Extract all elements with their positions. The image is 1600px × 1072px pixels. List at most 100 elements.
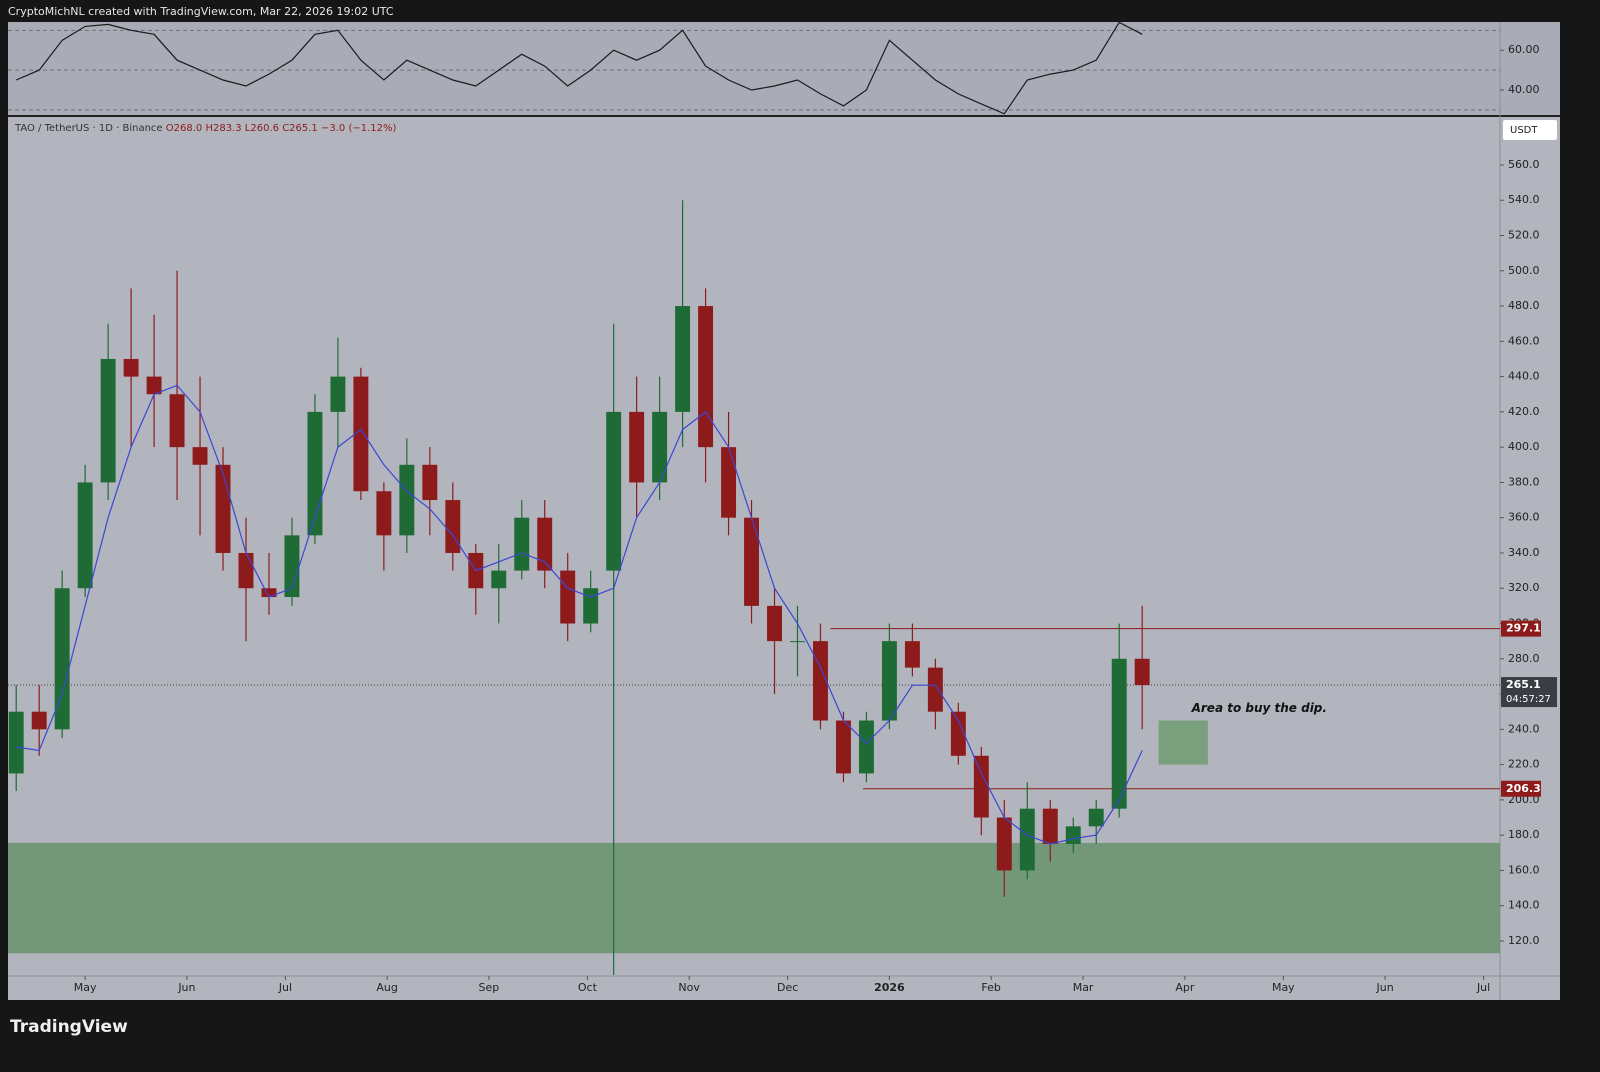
candle-body xyxy=(1088,808,1104,827)
y-tick-label: 120.0 xyxy=(1508,934,1540,947)
y-tick-label: 140.0 xyxy=(1508,899,1540,912)
rsi-line xyxy=(15,22,1143,115)
y-tick-label: 40.00 xyxy=(1508,83,1540,96)
candle-body xyxy=(77,482,93,589)
axes: 60.0040.00120.0140.0160.0180.0200.0220.0… xyxy=(74,43,1557,994)
candle-body xyxy=(721,447,737,518)
currency-badge xyxy=(1503,120,1557,140)
candle-body xyxy=(1111,658,1127,809)
candle-body xyxy=(606,411,622,571)
candle-body xyxy=(353,376,369,492)
y-tick-label: 400.0 xyxy=(1508,440,1540,453)
y-tick-label: 60.00 xyxy=(1508,43,1540,56)
ohlc-value: O268.0 xyxy=(166,123,203,134)
x-tick-label: Jul xyxy=(1476,981,1490,994)
candle-body xyxy=(583,588,599,624)
candle-body xyxy=(215,464,231,553)
candle-body xyxy=(445,500,461,553)
candle-body xyxy=(54,588,70,730)
y-tick-label: 480.0 xyxy=(1508,299,1540,312)
y-tick-label: 340.0 xyxy=(1508,546,1540,559)
ohlc-value: C265.1 xyxy=(282,123,318,134)
last-price-badge xyxy=(1501,677,1557,708)
ohlc-value: H283.3 xyxy=(205,123,241,134)
buy-zone xyxy=(1158,720,1208,765)
candle-body xyxy=(1042,808,1058,844)
candle-body xyxy=(146,376,162,395)
candle-body xyxy=(169,394,185,448)
y-tick-label: 540.0 xyxy=(1508,193,1540,206)
y-tick-label: 160.0 xyxy=(1508,863,1540,876)
candle-body xyxy=(996,817,1012,871)
x-tick-label: May xyxy=(1272,981,1295,994)
candle-body xyxy=(973,755,989,818)
ohlc-value: −3.0 (−1.12%) xyxy=(321,123,397,134)
symbol-title: TAO / TetherUS · 1D · Binance xyxy=(14,123,163,134)
y-tick-label: 360.0 xyxy=(1508,511,1540,524)
candle-body xyxy=(675,306,691,412)
price-line-label: 206.3 xyxy=(1506,782,1541,795)
x-tick-label: Apr xyxy=(1175,981,1195,994)
last-price-label: 265.1 xyxy=(1506,678,1541,691)
candle-body xyxy=(1134,658,1150,686)
candle-body xyxy=(858,720,874,774)
candle-body xyxy=(261,588,277,598)
price-plot: Area to buy the dip. xyxy=(8,200,1500,975)
y-tick-label: 180.0 xyxy=(1508,828,1540,841)
candle-body xyxy=(123,358,139,377)
annotation-text: Area to buy the dip. xyxy=(1191,701,1327,715)
candle-body xyxy=(950,711,966,756)
candle-body xyxy=(399,464,415,536)
x-tick-label: Jun xyxy=(177,981,195,994)
candle-body xyxy=(491,570,507,589)
candle-body xyxy=(422,464,438,501)
x-tick-label: Sep xyxy=(479,981,500,994)
candle-body xyxy=(100,358,116,483)
y-tick-label: 520.0 xyxy=(1508,229,1540,242)
candle-body xyxy=(744,517,760,606)
candle-body xyxy=(629,411,645,483)
candle-body xyxy=(330,376,346,412)
brand: TradingView xyxy=(10,1017,128,1037)
y-tick-label: 460.0 xyxy=(1508,334,1540,347)
candle-body xyxy=(1065,826,1081,844)
candle-body xyxy=(1019,808,1035,871)
candle-body xyxy=(537,517,553,571)
rsi-plot xyxy=(8,22,1500,115)
ohlc-legend: TAO / TetherUS · 1D · Binance O268.0 H28… xyxy=(14,123,397,134)
y-tick-label: 440.0 xyxy=(1508,370,1540,383)
candle-body xyxy=(835,720,851,774)
y-tick-label: 320.0 xyxy=(1508,581,1540,594)
x-tick-label: Feb xyxy=(981,981,1000,994)
candle-body xyxy=(238,552,254,589)
candle-body xyxy=(790,641,805,643)
countdown-label: 04:57:27 xyxy=(1506,694,1551,705)
price-line-badge xyxy=(1501,620,1541,637)
candle-body xyxy=(8,711,24,774)
x-tick-label: Jul xyxy=(278,981,292,994)
y-tick-label: 500.0 xyxy=(1508,264,1540,277)
price-line-badge xyxy=(1501,780,1541,797)
candle-body xyxy=(560,570,576,624)
y-tick-label: 380.0 xyxy=(1508,475,1540,488)
x-tick-label: Oct xyxy=(578,981,598,994)
candle-body xyxy=(31,711,47,730)
candle-body xyxy=(904,641,920,668)
x-tick-label: Mar xyxy=(1073,981,1094,994)
candle-body xyxy=(652,411,668,483)
zone xyxy=(8,842,1500,954)
candle-body xyxy=(698,306,714,448)
candle-body xyxy=(881,641,897,721)
attribution: CryptoMichNL created with TradingView.co… xyxy=(8,5,394,18)
x-tick-label: Aug xyxy=(376,981,397,994)
x-tick-label: 2026 xyxy=(874,981,905,994)
candle-body xyxy=(192,447,208,465)
y-tick-label: 560.0 xyxy=(1508,158,1540,171)
candle-body xyxy=(284,535,300,598)
x-tick-label: Dec xyxy=(777,981,798,994)
candle-body xyxy=(927,667,943,712)
candle-body xyxy=(376,491,392,536)
y-tick-label: 240.0 xyxy=(1508,722,1540,735)
